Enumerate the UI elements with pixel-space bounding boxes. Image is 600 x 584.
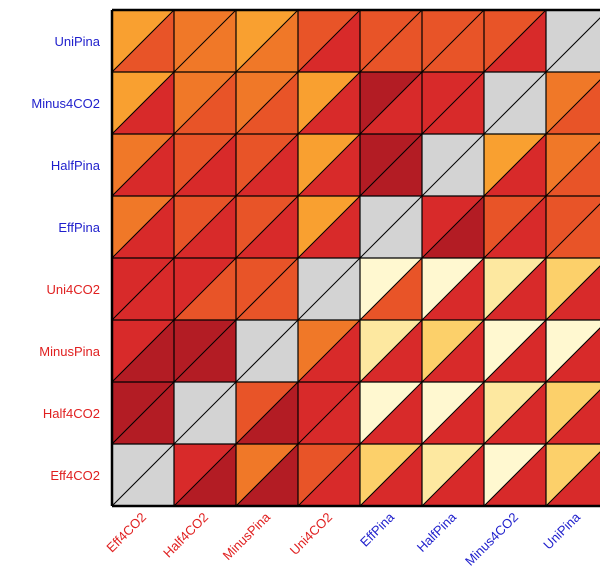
cell-4-6-diagonal xyxy=(483,257,547,321)
cell-4-5-diagonal xyxy=(421,257,485,321)
cell-4-1-diagonal xyxy=(173,257,237,321)
cell-1-5-diagonal xyxy=(421,71,485,135)
row-label: MinusPina xyxy=(39,344,100,359)
cell-0-1-diagonal xyxy=(173,9,237,73)
cell-5-2-diagonal xyxy=(235,319,299,383)
cell-1-7-diagonal xyxy=(545,79,600,135)
cell-6-7-upper-triangle xyxy=(546,382,600,444)
cell-7-3-diagonal xyxy=(297,443,361,507)
cell-5-5-diagonal xyxy=(421,319,485,383)
cell-5-7-upper-triangle xyxy=(546,320,600,382)
heatmap-grid xyxy=(110,8,600,508)
cell-4-2-diagonal xyxy=(235,257,299,321)
cell-0-5-diagonal xyxy=(421,9,485,73)
cell-3-6-diagonal xyxy=(483,195,547,259)
cell-2-4-diagonal xyxy=(359,133,423,197)
row-label: Uni4CO2 xyxy=(47,282,100,297)
column-label: EffPina xyxy=(357,509,398,550)
cell-7-7-upper-triangle xyxy=(546,444,600,506)
cell-4-3-diagonal xyxy=(297,257,361,321)
cell-5-4-diagonal xyxy=(359,319,423,383)
cell-4-0-diagonal xyxy=(111,257,175,321)
row-label: UniPina xyxy=(54,34,100,49)
cell-7-1-diagonal xyxy=(173,443,237,507)
cell-6-5-diagonal xyxy=(421,381,485,445)
cell-0-7-diagonal xyxy=(545,17,600,73)
cell-2-7-diagonal xyxy=(545,141,600,197)
cell-2-6-diagonal xyxy=(483,133,547,197)
cell-6-1-diagonal xyxy=(173,381,237,445)
cell-2-5-diagonal xyxy=(421,133,485,197)
row-label: Minus4CO2 xyxy=(31,96,100,111)
cell-1-1-diagonal xyxy=(173,71,237,135)
column-label: Half4CO2 xyxy=(160,510,211,561)
cell-3-0-diagonal xyxy=(111,195,175,259)
cell-0-3-diagonal xyxy=(297,9,361,73)
cell-3-2-diagonal xyxy=(235,195,299,259)
cell-6-0-diagonal xyxy=(111,381,175,445)
cell-0-7-upper-triangle xyxy=(546,10,600,72)
cell-1-6-diagonal xyxy=(483,71,547,135)
row-label: Half4CO2 xyxy=(43,406,100,421)
cell-1-2-diagonal xyxy=(235,71,299,135)
cell-2-7-upper-triangle xyxy=(546,134,600,196)
column-label: MinusPina xyxy=(220,509,274,563)
cell-0-0-diagonal xyxy=(111,9,175,73)
column-labels: Eff4CO2 Half4CO2 MinusPina Uni4CO2 EffPina Ha… xyxy=(103,509,583,569)
cell-3-1-diagonal xyxy=(173,195,237,259)
cell-6-2-diagonal xyxy=(235,381,299,445)
cell-1-4-diagonal xyxy=(359,71,423,135)
row-label: EffPina xyxy=(58,220,100,235)
cell-1-3-diagonal xyxy=(297,71,361,135)
cell-0-2-diagonal xyxy=(235,9,299,73)
cell-1-0-diagonal xyxy=(111,71,175,135)
column-label: Minus4CO2 xyxy=(462,510,521,569)
cell-0-4-diagonal xyxy=(359,9,423,73)
cell-3-4-diagonal xyxy=(359,195,423,259)
cell-5-1-diagonal xyxy=(173,319,237,383)
cell-5-0-diagonal xyxy=(111,319,175,383)
cell-1-7-upper-triangle xyxy=(546,72,600,134)
cell-7-7-diagonal xyxy=(545,451,600,507)
cell-7-5-diagonal xyxy=(421,443,485,507)
cell-5-3-diagonal xyxy=(297,319,361,383)
row-labels: UniPina Minus4CO2 HalfPina EffPina Uni4CO2 Mi… xyxy=(31,34,100,483)
cell-5-7-diagonal xyxy=(545,327,600,383)
cell-6-6-diagonal xyxy=(483,381,547,445)
cell-6-4-diagonal xyxy=(359,381,423,445)
cell-4-4-diagonal xyxy=(359,257,423,321)
cell-2-3-diagonal xyxy=(297,133,361,197)
cell-7-2-diagonal xyxy=(235,443,299,507)
cell-7-4-diagonal xyxy=(359,443,423,507)
cell-3-7-upper-triangle xyxy=(546,196,600,258)
cell-6-7-diagonal xyxy=(545,389,600,445)
cell-3-3-diagonal xyxy=(297,195,361,259)
cell-7-6-diagonal xyxy=(483,443,547,507)
cell-2-2-diagonal xyxy=(235,133,299,197)
row-label: HalfPina xyxy=(51,158,101,173)
cell-3-7-diagonal xyxy=(545,203,600,259)
column-label: HalfPina xyxy=(414,509,460,555)
cell-6-3-diagonal xyxy=(297,381,361,445)
column-label: Uni4CO2 xyxy=(287,510,335,558)
column-label: UniPina xyxy=(540,509,583,552)
cell-4-7-diagonal xyxy=(545,265,600,321)
cell-2-1-diagonal xyxy=(173,133,237,197)
cell-7-0-diagonal xyxy=(111,443,175,507)
cell-4-7-upper-triangle xyxy=(546,258,600,320)
row-label: Eff4CO2 xyxy=(50,468,100,483)
column-label: Eff4CO2 xyxy=(103,510,149,556)
cell-3-5-diagonal xyxy=(421,195,485,259)
cell-2-0-diagonal xyxy=(111,133,175,197)
cell-0-6-diagonal xyxy=(483,9,547,73)
cell-5-6-diagonal xyxy=(483,319,547,383)
